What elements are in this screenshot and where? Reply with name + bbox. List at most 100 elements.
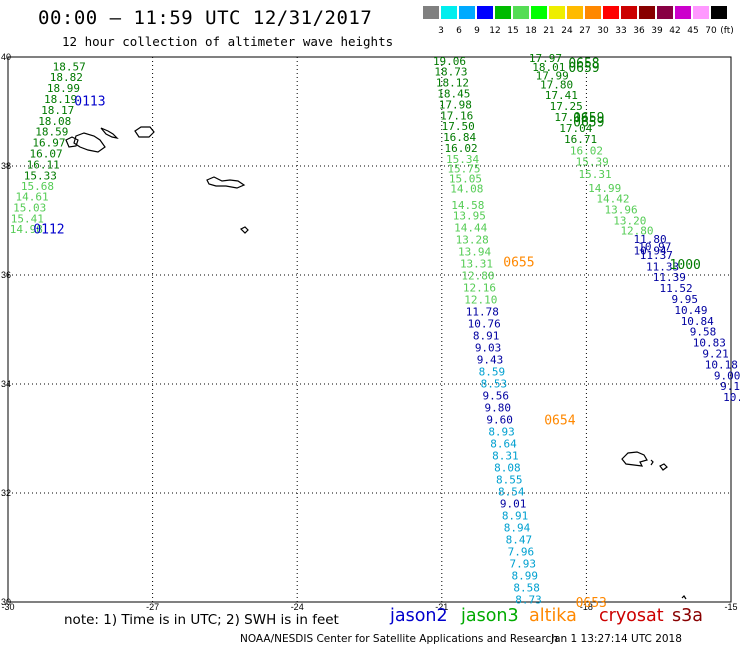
wave-height-value: 10.18 (705, 358, 738, 371)
wave-height-value: 7.93 (510, 557, 537, 570)
legend-value-label: 21 (543, 26, 555, 36)
wave-height-value: 15.05 (449, 173, 482, 186)
wave-height-value: 14.98 (10, 223, 43, 236)
wave-height-value: 13.31 (460, 258, 493, 271)
wave-height-value: 10.94 (633, 244, 666, 257)
wave-height-value: 16.02 (570, 145, 603, 158)
legend-swatch (459, 6, 475, 19)
wave-height-value: 12.80 (461, 270, 494, 283)
wave-height-value: 9.60 (486, 413, 513, 426)
legend-value-label: 27 (579, 26, 591, 36)
wave-height-value: 8.73 (515, 593, 542, 606)
wave-height-value: 14.42 (596, 193, 629, 206)
legend-swatch (513, 6, 529, 19)
wave-height-value: 9.01 (500, 497, 527, 510)
pass-time-label: 0653 (576, 596, 607, 611)
island-portosanto (659, 463, 668, 471)
legend-swatch (531, 6, 547, 19)
wave-height-value: 8.47 (506, 533, 533, 546)
wave-height-value: 8.93 (488, 425, 515, 438)
pass-time-label: 0112 (33, 223, 64, 238)
wave-height-value: 18.01 (532, 61, 565, 74)
wave-height-value: 11.52 (659, 282, 692, 295)
wave-height-value: 9.03 (475, 341, 502, 354)
wave-height-value: 11.39 (653, 271, 686, 284)
legend-value-label: 70 (705, 26, 717, 36)
legend-swatch (567, 6, 583, 19)
wave-height-value: 9.58 (690, 326, 717, 339)
wave-height-value: 10.00 (723, 391, 740, 404)
legend-value-label: 18 (525, 26, 537, 36)
wave-height-value: 17.16 (440, 109, 473, 122)
wave-height-value: 15.75 (447, 163, 480, 176)
wave-height-value: 8.08 (494, 461, 521, 474)
wave-height-value: 8.91 (473, 329, 500, 342)
pass-time-label: 1000 (670, 258, 701, 273)
wave-height-value: 18.12 (436, 77, 469, 90)
wave-height-value: 18.99 (47, 82, 80, 95)
wave-height-value: 16.71 (564, 133, 597, 146)
wave-height-value: 15.68 (21, 180, 54, 193)
legend-swatch (549, 6, 565, 19)
legend-swatch (639, 6, 655, 19)
wave-height-value: 16.97 (32, 137, 65, 150)
wave-height-value: 17.41 (545, 89, 578, 102)
wave-height-value: 18.73 (434, 66, 467, 79)
wave-height-value: 18.59 (35, 126, 68, 139)
legend-value-label: 9 (474, 26, 480, 36)
legend-swatch (675, 6, 691, 19)
wave-height-value: 11.78 (466, 306, 499, 319)
legend-swatch (585, 6, 601, 19)
legend-swatch (495, 6, 511, 19)
page-subtitle: 12 hour collection of altimeter wave hei… (62, 34, 394, 49)
wave-height-value: 9.80 (484, 401, 511, 414)
wave-height-value: 17.25 (550, 100, 583, 113)
wave-height-value: 8.53 (481, 377, 508, 390)
legend-value-label: 24 (561, 26, 573, 36)
wave-height-value: 17.04 (559, 122, 592, 135)
wave-height-value: 14.08 (450, 182, 483, 195)
wave-height-value: 18.19 (44, 93, 77, 106)
pass-time-label: 0655 (503, 255, 534, 270)
legend-unit-label: (ft) (720, 26, 734, 36)
wave-height-value: 18.45 (437, 88, 470, 101)
wave-height-value: 8.58 (513, 581, 540, 594)
legend-altika: altika (529, 606, 577, 626)
legend-swatch (711, 6, 727, 19)
wave-height-value: 10.49 (674, 304, 707, 317)
wave-height-value: 11.37 (640, 249, 673, 262)
pass-time-label: 0654 (544, 413, 575, 428)
legend-swatch (477, 6, 493, 19)
wave-height-value: 14.99 (588, 182, 621, 195)
pass-time-label: 0113 (74, 95, 105, 110)
legend-value-label: 45 (687, 26, 699, 36)
wave-height-value: 8.54 (498, 485, 525, 498)
island-terceira (134, 126, 155, 138)
x-tick-label: -27 (146, 602, 159, 612)
island-santamaria (239, 226, 249, 234)
legend-cryosat: cryosat (599, 606, 664, 626)
pass-time-label: 0659 (568, 61, 599, 76)
legend-value-label: 12 (489, 26, 501, 36)
y-tick-label: 34 (1, 379, 11, 389)
x-tick-label: -24 (291, 602, 304, 612)
wave-height-value: 8.99 (511, 569, 538, 582)
wave-height-value: 10.83 (693, 337, 726, 350)
wave-height-value: 13.96 (605, 204, 638, 217)
wave-height-value: 8.31 (492, 449, 519, 462)
legend-swatch (441, 6, 457, 19)
footer-credit: NOAA/NESDIS Center for Satellite Applica… (240, 633, 558, 645)
map-frame (7, 56, 732, 603)
wave-height-value: 13.20 (613, 215, 646, 228)
legend-swatch (423, 6, 439, 19)
island-saojorge (100, 127, 119, 139)
wave-height-value: 8.91 (502, 509, 529, 522)
wave-height-value: 16.84 (443, 131, 476, 144)
wave-height-value: 14.58 (451, 199, 484, 212)
island-saomiguel (206, 176, 246, 189)
wave-height-value: 10.84 (681, 315, 714, 328)
wave-height-value: 15.41 (11, 212, 44, 225)
